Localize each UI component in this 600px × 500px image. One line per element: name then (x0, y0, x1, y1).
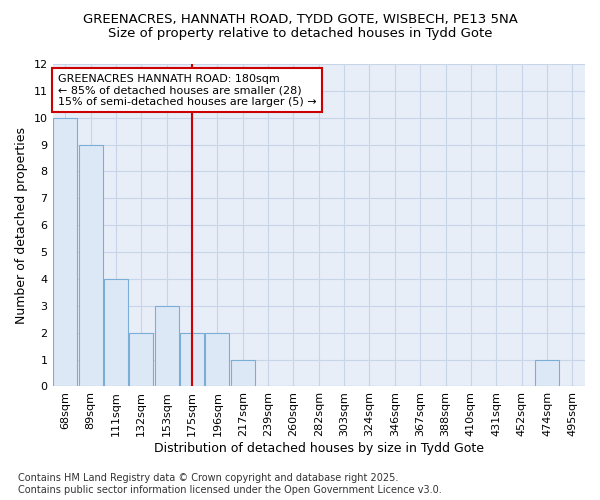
Text: Contains HM Land Registry data © Crown copyright and database right 2025.
Contai: Contains HM Land Registry data © Crown c… (18, 474, 442, 495)
Bar (535, 360, 559, 386)
X-axis label: Distribution of detached houses by size in Tydd Gote: Distribution of detached houses by size … (154, 442, 484, 455)
Bar (155, 306, 179, 386)
Y-axis label: Number of detached properties: Number of detached properties (15, 126, 28, 324)
Bar (129, 332, 154, 386)
Bar (53, 118, 77, 386)
Text: GREENACRES, HANNATH ROAD, TYDD GOTE, WISBECH, PE13 5NA: GREENACRES, HANNATH ROAD, TYDD GOTE, WIS… (83, 12, 517, 26)
Text: Size of property relative to detached houses in Tydd Gote: Size of property relative to detached ho… (108, 28, 492, 40)
Bar (205, 332, 229, 386)
Bar (230, 360, 255, 386)
Bar (79, 144, 103, 386)
Bar (180, 332, 204, 386)
Bar (104, 279, 128, 386)
Text: GREENACRES HANNATH ROAD: 180sqm
← 85% of detached houses are smaller (28)
15% of: GREENACRES HANNATH ROAD: 180sqm ← 85% of… (58, 74, 316, 107)
